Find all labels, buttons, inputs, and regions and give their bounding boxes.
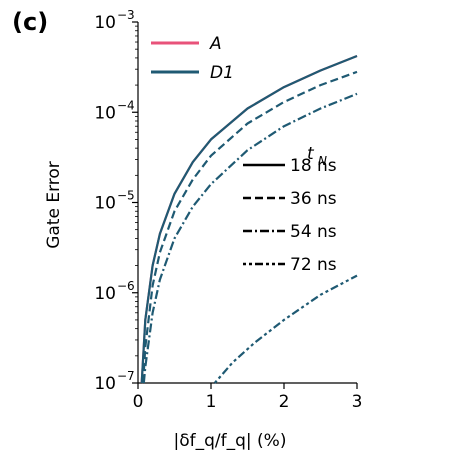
legend-pulse-label: D1: [210, 63, 234, 83]
series-D1-54ns: [142, 92, 358, 384]
legend-duration-label: 72 ns: [290, 255, 337, 275]
y-tick-exponent: −6: [117, 279, 135, 293]
y-tick-label: 10: [94, 284, 116, 304]
y-tick-label: 10: [94, 194, 116, 214]
series-A-18ns: [140, 54, 358, 384]
y-tick-label: 10: [94, 13, 116, 33]
legend-duration-label: 54 ns: [290, 222, 337, 242]
legend-pulses: A D1: [151, 34, 234, 83]
y-tick-exponent: −3: [117, 8, 135, 22]
x-tick-label: 1: [206, 392, 217, 412]
x-tick-label: 3: [352, 392, 363, 412]
series-D1-36ns: [142, 70, 358, 384]
x-tick-label: 2: [279, 392, 290, 412]
legend-durations: t N18 ns 36 ns 54 ns 72 ns: [243, 144, 337, 275]
x-tick-label: 0: [133, 392, 144, 412]
y-tick-exponent: −7: [117, 369, 135, 383]
y-axis-label: Gate Error: [44, 161, 64, 249]
x-ticks: 0 1 2 3: [133, 383, 363, 412]
y-ticks: 10−310−410−510−610−7: [94, 8, 138, 394]
x-axis-label: |δf_q/f_q| (%): [174, 431, 287, 451]
legend-duration-label: 18 ns: [290, 156, 337, 176]
y-tick-exponent: −4: [117, 98, 135, 112]
series-layer: [140, 54, 358, 384]
legend-duration-label: 36 ns: [290, 189, 337, 209]
panel-label: (c): [12, 8, 48, 36]
series-D1-72ns: [213, 274, 358, 384]
legend-pulse-label: A: [209, 34, 222, 54]
y-tick-label: 10: [94, 374, 116, 394]
legend-duration-title-subscript: N: [318, 154, 327, 168]
y-tick-exponent: −5: [117, 189, 135, 203]
y-tick-label: 10: [94, 103, 116, 123]
series-D1-18ns: [140, 54, 358, 384]
legend-duration-title: t: [307, 144, 315, 164]
